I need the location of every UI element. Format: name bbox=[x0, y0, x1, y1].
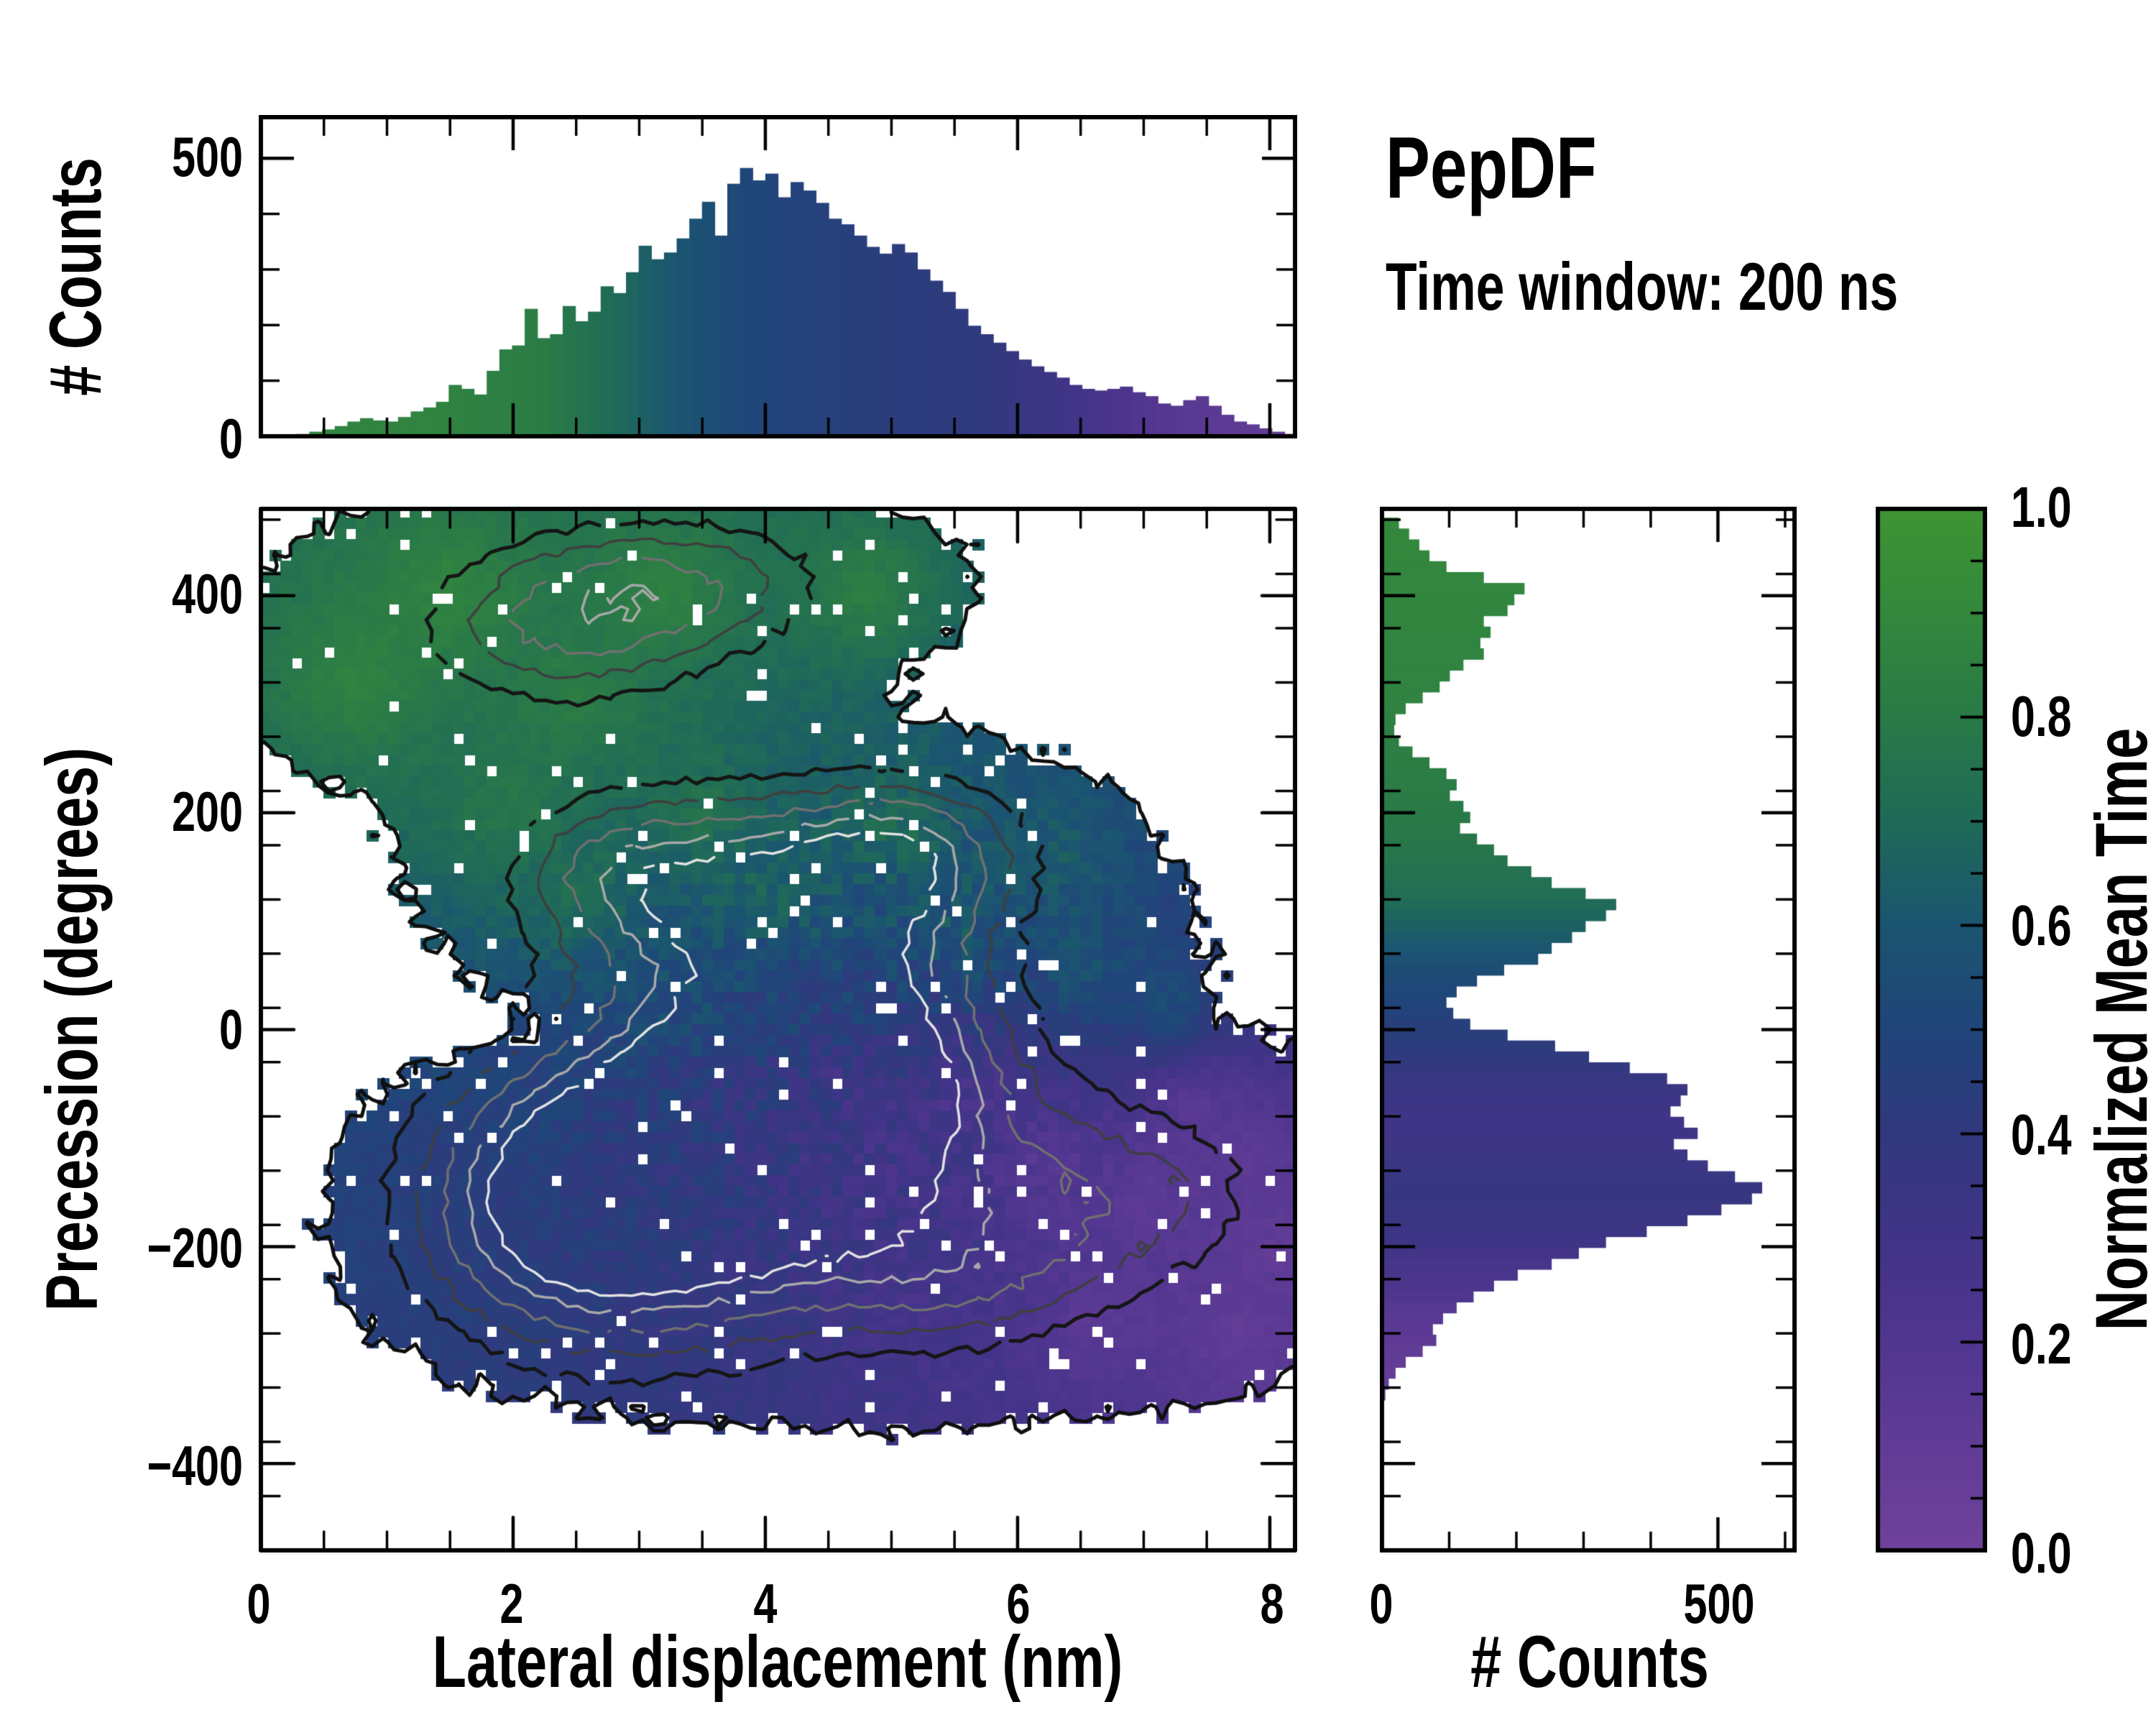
right-hist-xtick-0: 0 bbox=[1369, 1572, 1393, 1635]
right-hist-xlabel: # Counts bbox=[1470, 1621, 1709, 1703]
main-heatmap bbox=[259, 507, 1297, 1552]
main-ytick-m200: −200 bbox=[147, 1216, 243, 1279]
top-marginal-histogram bbox=[259, 115, 1297, 438]
right-marginal-histogram bbox=[1380, 507, 1797, 1552]
top-hist-ytick-0: 0 bbox=[219, 407, 243, 470]
cbar-label: Normalized Mean Time bbox=[2081, 727, 2156, 1331]
top-hist-ylabel: # Counts bbox=[34, 157, 116, 396]
main-ytick-400: 400 bbox=[172, 562, 243, 625]
main-xtick-2: 2 bbox=[499, 1572, 524, 1635]
cbar-tick-1.0: 1.0 bbox=[2011, 475, 2072, 539]
colorbar bbox=[1876, 507, 1987, 1552]
right-hist-xtick-500: 500 bbox=[1683, 1572, 1755, 1635]
top-hist-ytick-500: 500 bbox=[172, 125, 243, 188]
main-xtick-4: 4 bbox=[753, 1572, 778, 1635]
main-ytick-200: 200 bbox=[172, 780, 243, 843]
main-xlabel: Lateral displacement (nm) bbox=[432, 1621, 1123, 1703]
main-ytick-0: 0 bbox=[219, 998, 243, 1061]
main-ytick-m400: −400 bbox=[147, 1434, 243, 1497]
cbar-tick-0.8: 0.8 bbox=[2011, 684, 2072, 748]
plot-title: PepDF bbox=[1386, 119, 1597, 216]
main-ylabel: Precession (degrees) bbox=[31, 747, 113, 1312]
cbar-tick-0.2: 0.2 bbox=[2011, 1312, 2072, 1376]
main-xtick-8: 8 bbox=[1260, 1572, 1284, 1635]
main-xtick-6: 6 bbox=[1006, 1572, 1031, 1635]
time-window-annotation: Time window: 200 ns bbox=[1386, 249, 1899, 324]
cbar-tick-0.6: 0.6 bbox=[2011, 893, 2072, 957]
cbar-tick-0.0: 0.0 bbox=[2011, 1521, 2072, 1585]
main-xtick-0: 0 bbox=[247, 1572, 271, 1635]
cbar-tick-0.4: 0.4 bbox=[2011, 1103, 2072, 1167]
